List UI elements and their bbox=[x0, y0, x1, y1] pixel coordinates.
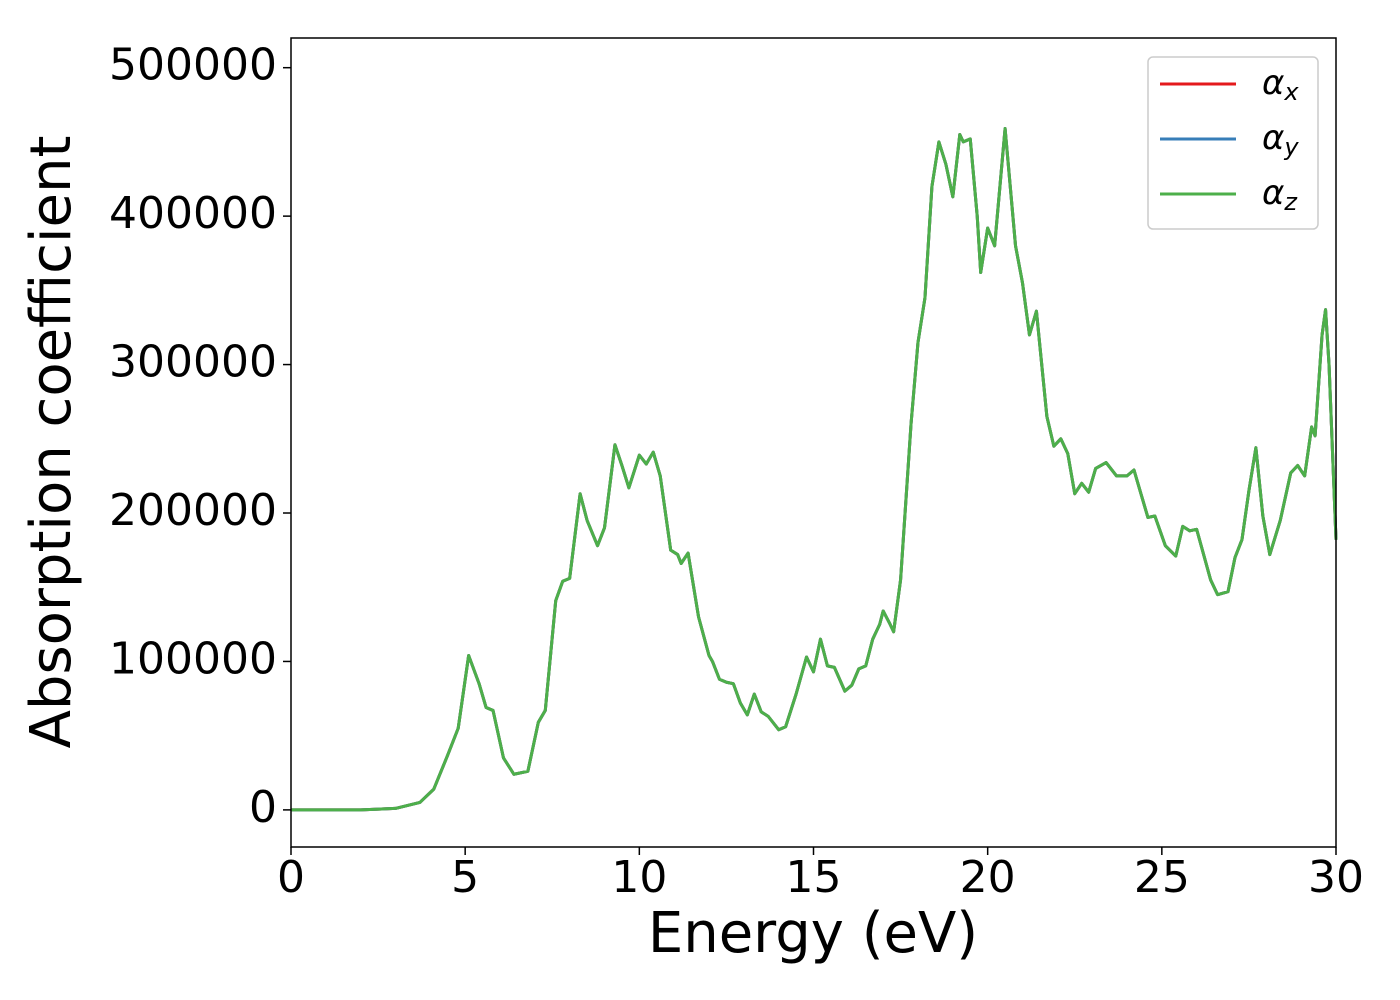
y-tick-label: 500000 bbox=[109, 40, 277, 91]
data-line bbox=[291, 127, 1338, 812]
legend-label: αx bbox=[1262, 63, 1299, 107]
y-axis-label: Absorption coefficient bbox=[19, 136, 84, 749]
legend: αx αy αz bbox=[1147, 56, 1319, 230]
y-tick-label: 200000 bbox=[109, 485, 277, 536]
plot-frame bbox=[290, 37, 1337, 848]
data-line bbox=[291, 127, 1338, 812]
legend-box bbox=[1147, 56, 1319, 230]
y-tick-label: 400000 bbox=[109, 188, 277, 239]
y-tick-label: 100000 bbox=[109, 633, 277, 684]
y-tick-label: 0 bbox=[249, 782, 277, 833]
x-tick-label: 5 bbox=[451, 852, 479, 903]
legend-label: αy bbox=[1262, 118, 1299, 162]
x-tick-label: 15 bbox=[786, 852, 842, 903]
x-tick-label: 0 bbox=[277, 852, 305, 903]
x-axis-label: Energy (eV) bbox=[648, 901, 978, 966]
y-tick-label: 300000 bbox=[109, 337, 277, 388]
x-tick-label: 20 bbox=[960, 852, 1016, 903]
data-line bbox=[291, 127, 1338, 812]
x-tick-label: 10 bbox=[611, 852, 667, 903]
legend-label: αz bbox=[1262, 173, 1298, 217]
x-tick-label: 25 bbox=[1134, 852, 1190, 903]
x-tick-label: 30 bbox=[1308, 852, 1364, 903]
